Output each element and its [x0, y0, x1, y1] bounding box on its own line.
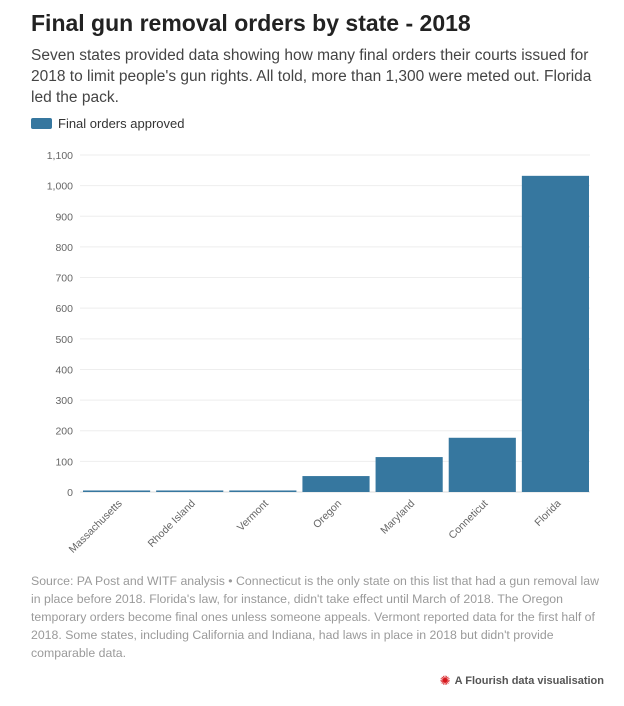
y-axis: 0 100 200 300 400 500 600 700 800 900 1,000 1,100 — [47, 150, 73, 499]
y-tick-label: 900 — [55, 211, 73, 223]
bar-rhode-island[interactable] — [156, 490, 224, 492]
x-tick-label: Oregon — [311, 498, 344, 531]
bar-vermont[interactable] — [229, 490, 297, 492]
bar-chart: 0 100 200 300 400 500 600 700 800 900 1,000 1,100 M… — [47, 150, 590, 556]
bar-conneticut[interactable] — [448, 437, 516, 492]
chart-subtitle: Seven states provided data showing how m… — [31, 47, 592, 106]
legend[interactable]: Final orders approved — [31, 116, 184, 131]
bar-massachusetts[interactable] — [83, 490, 151, 492]
y-tick-label: 600 — [55, 303, 73, 315]
x-tick-label: Vermont — [235, 498, 271, 534]
y-tick-label: 200 — [55, 426, 73, 438]
x-tick-label: Massachusetts — [67, 498, 125, 556]
x-tick-label: Rhode Island — [146, 498, 198, 550]
bar-oregon[interactable] — [302, 476, 370, 492]
y-tick-label: 0 — [67, 487, 73, 499]
flourish-credit[interactable]: ✺ A Flourish data visualisation — [440, 674, 604, 687]
y-tick-label: 800 — [55, 242, 73, 254]
legend-label: Final orders approved — [58, 116, 185, 131]
source-note: Source: PA Post and WITF analysis • Conn… — [31, 574, 599, 660]
y-tick-label: 400 — [55, 364, 73, 376]
y-tick-label: 700 — [55, 273, 73, 285]
chart-title: Final gun removal orders by state - 2018 — [31, 10, 471, 36]
legend-swatch — [31, 118, 52, 129]
y-tick-label: 1,000 — [47, 181, 73, 193]
credit-label: A Flourish data visualisation — [454, 674, 604, 687]
x-axis: Massachusetts Rhode Island Vermont Oregon Ma… — [67, 498, 564, 556]
x-tick-label: Maryland — [378, 498, 417, 537]
y-tick-label: 100 — [55, 456, 73, 468]
flourish-logo-icon: ✺ — [439, 673, 451, 688]
bar-maryland[interactable] — [375, 457, 443, 492]
y-tick-label: 500 — [55, 334, 73, 346]
bar-florida[interactable] — [521, 175, 589, 492]
x-tick-label: Conneticut — [446, 498, 490, 542]
gridlines — [80, 154, 590, 493]
bars — [83, 175, 589, 492]
y-tick-label: 1,100 — [47, 150, 73, 162]
y-tick-label: 300 — [55, 395, 73, 407]
x-tick-label: Florida — [532, 498, 563, 529]
